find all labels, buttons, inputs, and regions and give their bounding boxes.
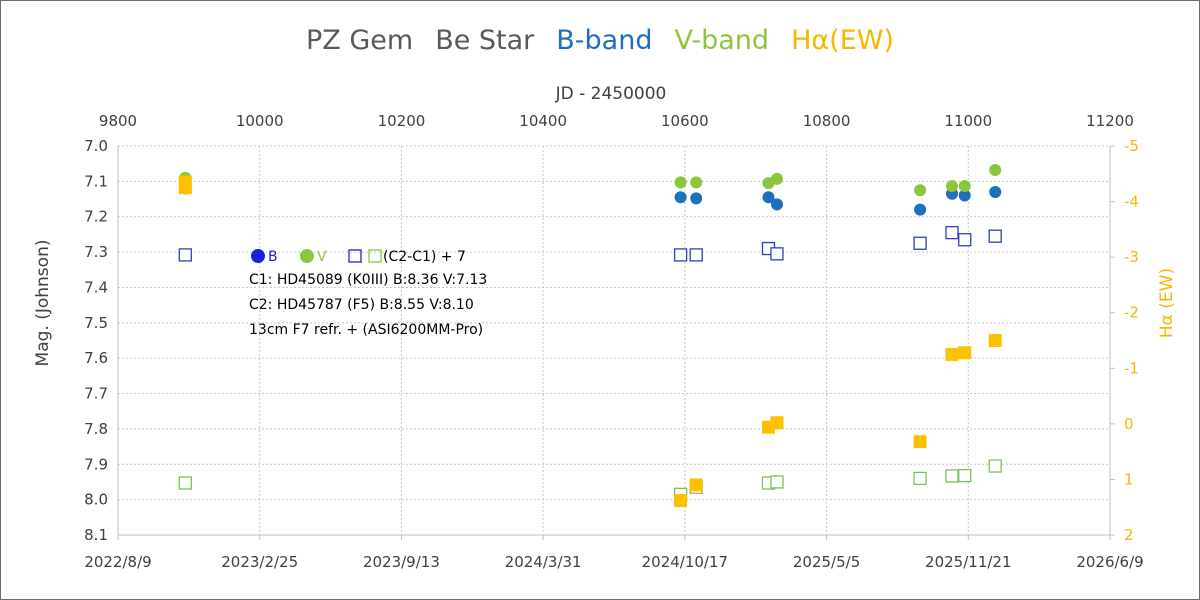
y-left-tick-label: 7.7 [84,385,108,403]
x-bottom-tick-label: 2023/2/25 [221,553,298,571]
chart-title-part: Hα(EW) [791,25,894,56]
annotation-c2: C2: HD45787 (F5) B:8.55 V:8.10 [249,297,474,313]
y-right-tick-label: -1 [1124,359,1139,377]
x-top-tick-label: 10400 [519,112,567,130]
y-right-tick-label: 0 [1124,415,1134,433]
y-right-tick-label: 1 [1124,470,1134,488]
x-bottom-tick-label: 2026/6/9 [1076,553,1143,571]
data-point-open-square [673,248,688,262]
x-bottom-tick-label: 2025/11/21 [925,553,1011,571]
data-point-circle [989,164,1002,177]
y-left-tick-label: 7.4 [84,278,108,296]
x-top-tick-label: 10800 [803,112,851,130]
data-point-open-square [958,233,972,247]
chart-title-part: PZ Gem [306,25,413,56]
y-right-tick-label: -2 [1124,304,1139,322]
data-point-filled-square [988,334,1002,347]
data-point-open-square [913,236,927,250]
y-left-tick-label: 8.0 [84,491,108,509]
y-left-tick-label: 7.8 [84,420,108,438]
data-point-open-square [958,468,972,483]
data-point-filled-square [913,435,927,449]
x-bottom-tick-label: 2024/10/17 [642,553,728,571]
legend-b-marker [251,249,265,263]
legend-b-label: B [268,249,278,265]
data-point-open-square [178,476,192,490]
data-point-filled-square [689,478,703,492]
x-top-tick-label: 10600 [661,112,709,130]
data-point-circle [914,184,927,197]
data-point-circle [958,189,971,202]
x-bottom-tick-label: 2025/5/5 [793,553,860,571]
data-point-circle [674,176,687,189]
y-left-axis-title: Mag. (Johnson) [33,240,53,367]
y-left-tick-label: 8.1 [84,526,108,544]
data-point-circle [945,179,958,192]
grid-lines [118,145,1110,535]
y-left-tick-label: 7.9 [84,455,108,473]
legend-diff-b-marker [348,249,362,263]
data-point-circle [770,198,783,211]
tick-labels: 9800 10000 10200 10400 10600 10800 11000 11200 2… [84,112,1144,571]
data-point-circle [690,192,703,205]
data-point-filled-square [945,347,959,361]
data-point-open-square [770,475,784,489]
chart-title-part: Be Star [435,25,535,56]
data-point-open-square [988,229,1002,243]
data-point-circle [989,185,1002,198]
legend-diff-v-marker [368,249,382,263]
x-bottom-tick-label: 2024/3/31 [505,553,582,571]
y-right-tick-label: -5 [1124,137,1139,155]
y-right-tick-label: -4 [1124,193,1139,211]
x-bottom-tick-label: 2022/8/9 [84,553,151,571]
data-point-circle [762,191,775,204]
data-point-filled-square [178,181,192,195]
data-point-open-square [178,248,192,262]
legend-v-marker [300,249,314,263]
chart-title: PZ Gem Be Star B-band V-band Hα(EW) [306,25,894,56]
data-point-open-square [988,459,1002,473]
x-top-tick-label: 11200 [1086,112,1134,130]
data-points [178,164,1002,508]
annotation-c1: C1: HD45089 (K0III) B:8.36 V:7.13 [249,272,487,288]
y-right-tick-label: 2 [1124,526,1134,544]
x-top-tick-label: 9800 [99,112,137,130]
data-point-circle [674,191,687,204]
x-top-tick-label: 10000 [236,112,284,130]
data-point-circle [770,172,783,185]
legend-diff-label: (C2-C1) + 7 [383,249,466,265]
data-point-open-square [945,225,959,240]
data-point-circle [690,176,703,189]
y-left-tick-label: 7.5 [84,314,108,332]
data-point-circle [914,203,927,216]
chart-title-part: V-band [674,25,769,56]
data-point-open-square [945,469,959,483]
x-top-axis-title: JD - 2450000 [555,84,667,104]
y-right-tick-label: -3 [1124,248,1139,266]
annotations: C1: HD45089 (K0III) B:8.36 V:7.13 C2: HD… [249,272,487,338]
axes [117,145,1115,540]
data-point-open-square [770,247,784,261]
y-left-tick-label: 7.1 [84,172,108,190]
data-point-filled-square [958,346,972,360]
y-left-tick-label: 7.0 [84,137,108,155]
legend-v-label: V [317,249,327,265]
y-left-tick-label: 7.2 [84,208,108,226]
y-right-axis-title: Hα (EW) [1157,268,1177,338]
x-top-tick-label: 11000 [944,112,992,130]
y-left-tick-label: 7.3 [84,243,108,261]
y-left-tick-label: 7.6 [84,349,108,367]
chart-title-part: B-band [556,25,652,56]
annotation-equipment: 13cm F7 refr. + (ASI6200MM-Pro) [249,322,483,338]
data-point-filled-square [674,494,688,508]
data-point-circle [958,179,971,192]
data-point-filled-square [770,416,784,430]
data-point-open-square [689,248,703,262]
legend: B V (C2-C1) + 7 [251,249,466,265]
x-bottom-tick-label: 2023/9/13 [363,553,440,571]
data-point-open-square [913,471,927,486]
x-top-tick-label: 10200 [378,112,426,130]
